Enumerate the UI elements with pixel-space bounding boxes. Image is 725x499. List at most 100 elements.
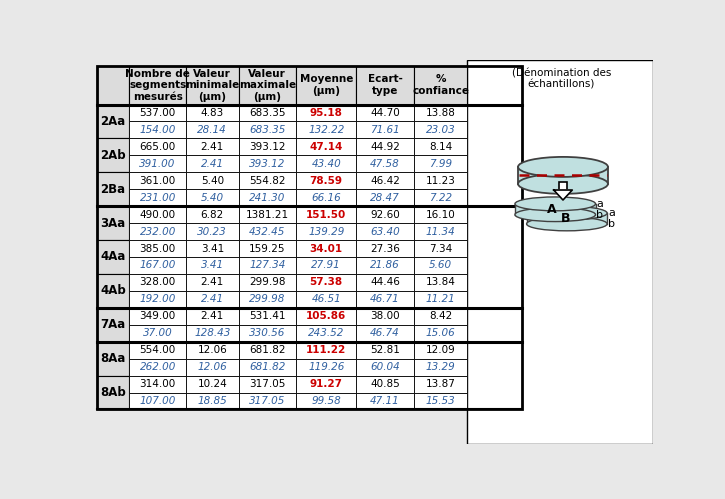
Text: 60.04: 60.04 — [370, 362, 400, 372]
Polygon shape — [554, 190, 572, 200]
Bar — [296, 223, 357, 240]
Bar — [239, 393, 296, 410]
Text: 683.35: 683.35 — [249, 125, 286, 135]
Bar — [296, 359, 357, 376]
Bar — [129, 342, 186, 359]
Bar — [526, 213, 607, 224]
Text: 46.42: 46.42 — [370, 176, 400, 186]
Bar — [239, 308, 296, 325]
Text: 4.83: 4.83 — [201, 108, 224, 118]
Text: 8Aa: 8Aa — [100, 352, 126, 365]
Bar — [186, 291, 239, 308]
Text: 2.41: 2.41 — [201, 311, 224, 321]
Bar — [296, 206, 357, 223]
Bar — [357, 155, 414, 172]
Bar — [186, 240, 239, 257]
Text: 66.16: 66.16 — [311, 193, 341, 203]
Text: 15.53: 15.53 — [426, 396, 455, 406]
Text: 7Aa: 7Aa — [101, 318, 125, 331]
Bar — [97, 376, 129, 410]
Text: 12.09: 12.09 — [426, 345, 455, 355]
Text: 13.88: 13.88 — [426, 108, 455, 118]
Text: 46.71: 46.71 — [370, 294, 400, 304]
Text: 330.56: 330.56 — [249, 328, 286, 338]
Bar — [129, 308, 186, 325]
Text: 47.11: 47.11 — [370, 396, 400, 406]
Bar — [97, 172, 129, 206]
Text: 349.00: 349.00 — [139, 311, 175, 321]
Bar — [129, 104, 186, 121]
Bar — [414, 393, 468, 410]
Text: 154.00: 154.00 — [139, 125, 176, 135]
Text: 2.41: 2.41 — [201, 294, 224, 304]
Bar — [296, 121, 357, 138]
Text: 192.00: 192.00 — [139, 294, 176, 304]
Bar — [239, 138, 296, 155]
Text: 243.52: 243.52 — [308, 328, 344, 338]
Bar — [129, 66, 186, 104]
Text: 665.00: 665.00 — [139, 142, 175, 152]
Bar — [186, 121, 239, 138]
Bar — [296, 342, 357, 359]
Bar — [357, 66, 414, 104]
Text: 385.00: 385.00 — [139, 244, 175, 253]
Bar — [357, 223, 414, 240]
Bar — [414, 257, 468, 274]
Bar — [129, 138, 186, 155]
Bar — [414, 223, 468, 240]
Bar — [296, 376, 357, 393]
Text: a: a — [596, 199, 603, 209]
Bar — [357, 376, 414, 393]
Text: 78.59: 78.59 — [310, 176, 343, 186]
Bar — [357, 342, 414, 359]
Ellipse shape — [526, 206, 607, 220]
Text: 139.29: 139.29 — [308, 227, 344, 237]
Text: 241.30: 241.30 — [249, 193, 286, 203]
Bar — [186, 66, 239, 104]
Bar — [186, 155, 239, 172]
Bar — [129, 291, 186, 308]
Bar — [414, 325, 468, 342]
Text: 393.12: 393.12 — [249, 159, 286, 169]
Bar — [186, 274, 239, 291]
Text: 16.10: 16.10 — [426, 210, 455, 220]
Bar — [357, 291, 414, 308]
Text: 5.40: 5.40 — [201, 193, 224, 203]
Bar — [357, 172, 414, 189]
Text: 107.00: 107.00 — [139, 396, 176, 406]
Text: 167.00: 167.00 — [139, 260, 176, 270]
Bar — [357, 240, 414, 257]
Text: 132.22: 132.22 — [308, 125, 344, 135]
Bar — [296, 172, 357, 189]
Bar — [296, 138, 357, 155]
Bar — [186, 138, 239, 155]
Bar — [129, 359, 186, 376]
Text: 13.87: 13.87 — [426, 379, 455, 389]
Bar — [239, 342, 296, 359]
Bar — [239, 172, 296, 189]
Bar — [357, 104, 414, 121]
Text: 11.34: 11.34 — [426, 227, 455, 237]
Text: B: B — [560, 212, 570, 225]
Bar — [129, 155, 186, 172]
Ellipse shape — [518, 174, 608, 194]
Text: 5.40: 5.40 — [201, 176, 224, 186]
Bar — [239, 359, 296, 376]
Bar — [129, 376, 186, 393]
Text: 314.00: 314.00 — [139, 379, 175, 389]
Bar — [414, 155, 468, 172]
Text: a: a — [608, 208, 615, 218]
Text: 52.81: 52.81 — [370, 345, 400, 355]
Bar — [296, 240, 357, 257]
Text: 37.00: 37.00 — [143, 328, 173, 338]
Bar — [296, 291, 357, 308]
Bar — [186, 376, 239, 393]
Bar — [296, 325, 357, 342]
Text: 28.47: 28.47 — [370, 193, 400, 203]
Text: 317.05: 317.05 — [249, 379, 286, 389]
Bar — [97, 104, 129, 138]
Bar — [239, 376, 296, 393]
Bar — [239, 189, 296, 206]
Text: 27.91: 27.91 — [311, 260, 341, 270]
Text: Moyenne
(µm): Moyenne (µm) — [299, 74, 353, 96]
